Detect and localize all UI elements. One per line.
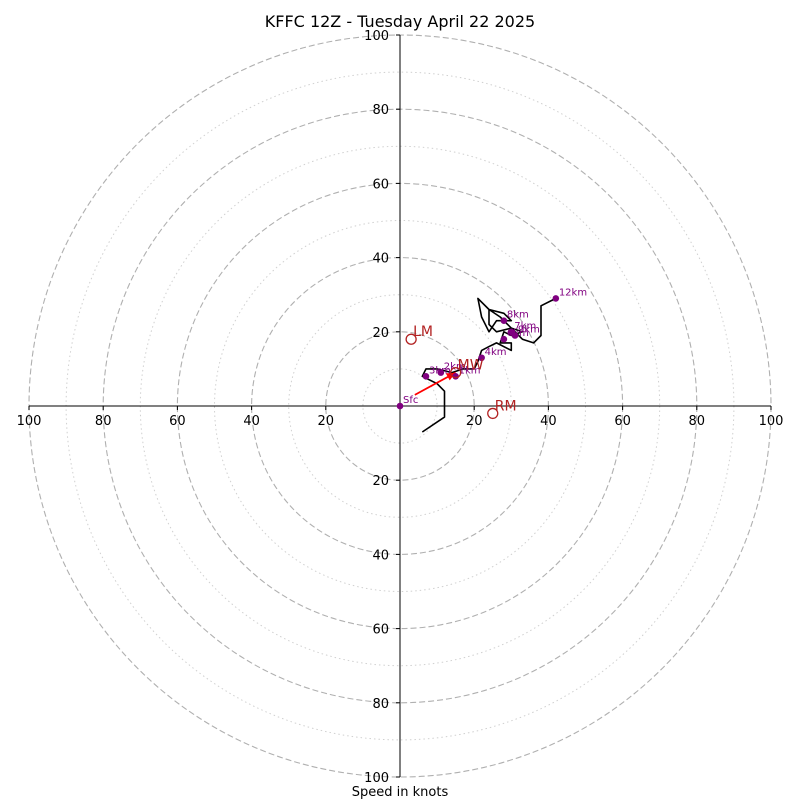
storm-motion-label-mw: MW (458, 358, 484, 374)
height-label-sfc: Sfc (403, 395, 418, 406)
storm-motion-label-rm: RM (495, 398, 517, 414)
height-point-6km (500, 335, 508, 343)
chart-title: KFFC 12Z - Tuesday April 22 2025 (265, 12, 535, 31)
x-tick-label: 40 (540, 414, 557, 429)
height-label-4km: 4km (485, 347, 507, 358)
x-tick-label: 60 (614, 414, 631, 429)
x-tick-label: 100 (17, 414, 42, 429)
y-tick-label: 100 (364, 29, 389, 44)
x-tick-label: 80 (95, 414, 112, 429)
hodograph-trace (421, 297, 557, 433)
storm-motion-rm (487, 407, 499, 420)
x-tick-label: 40 (243, 414, 260, 429)
height-label-7km: 7km (514, 321, 536, 332)
height-label-9km: 9km (518, 325, 540, 336)
x-tick-label: 20 (466, 414, 483, 429)
y-tick-label: 40 (372, 252, 389, 267)
storm-motion-mw (449, 366, 462, 379)
x-tick-label: 60 (169, 414, 186, 429)
y-tick-label: 80 (372, 103, 389, 118)
y-tick-label: 40 (372, 548, 389, 563)
storm-motion-lm (405, 333, 417, 345)
y-tick-label: 80 (372, 697, 389, 712)
height-point-9km (511, 332, 519, 339)
hodograph-trace-layer (421, 297, 557, 433)
height-label-12km: 12km (559, 287, 587, 298)
x-axis-label: Speed in knots (352, 785, 449, 800)
storm-motion-layer: LM RM MW (405, 324, 517, 420)
y-tick-label: 20 (372, 474, 389, 489)
tick-labels: 100 100 80 80 60 60 40 40 20 20 20 20 40 40 60 60 80 80 10… (17, 29, 784, 786)
height-point-sfc (396, 402, 404, 410)
height-label-6km: 6km (507, 328, 529, 339)
y-tick-label: 60 (372, 623, 389, 638)
y-tick-label: 100 (364, 771, 389, 786)
height-point-2km (437, 369, 445, 376)
x-tick-label: 20 (318, 414, 335, 429)
y-tick-label: 20 (372, 326, 389, 341)
height-point-8km (500, 317, 508, 324)
height-point-4km (478, 354, 485, 362)
y-tick-label: 60 (372, 177, 389, 192)
height-label-3km: 3km (429, 365, 451, 376)
x-tick-label: 80 (689, 414, 706, 429)
x-tick-label: 100 (759, 414, 784, 429)
height-point-3km (422, 373, 430, 380)
height-label-1km: 1km (459, 365, 481, 376)
height-label-8km: 8km (507, 310, 529, 321)
storm-motion-label-lm: LM (413, 324, 433, 340)
height-point-12km (552, 295, 560, 302)
